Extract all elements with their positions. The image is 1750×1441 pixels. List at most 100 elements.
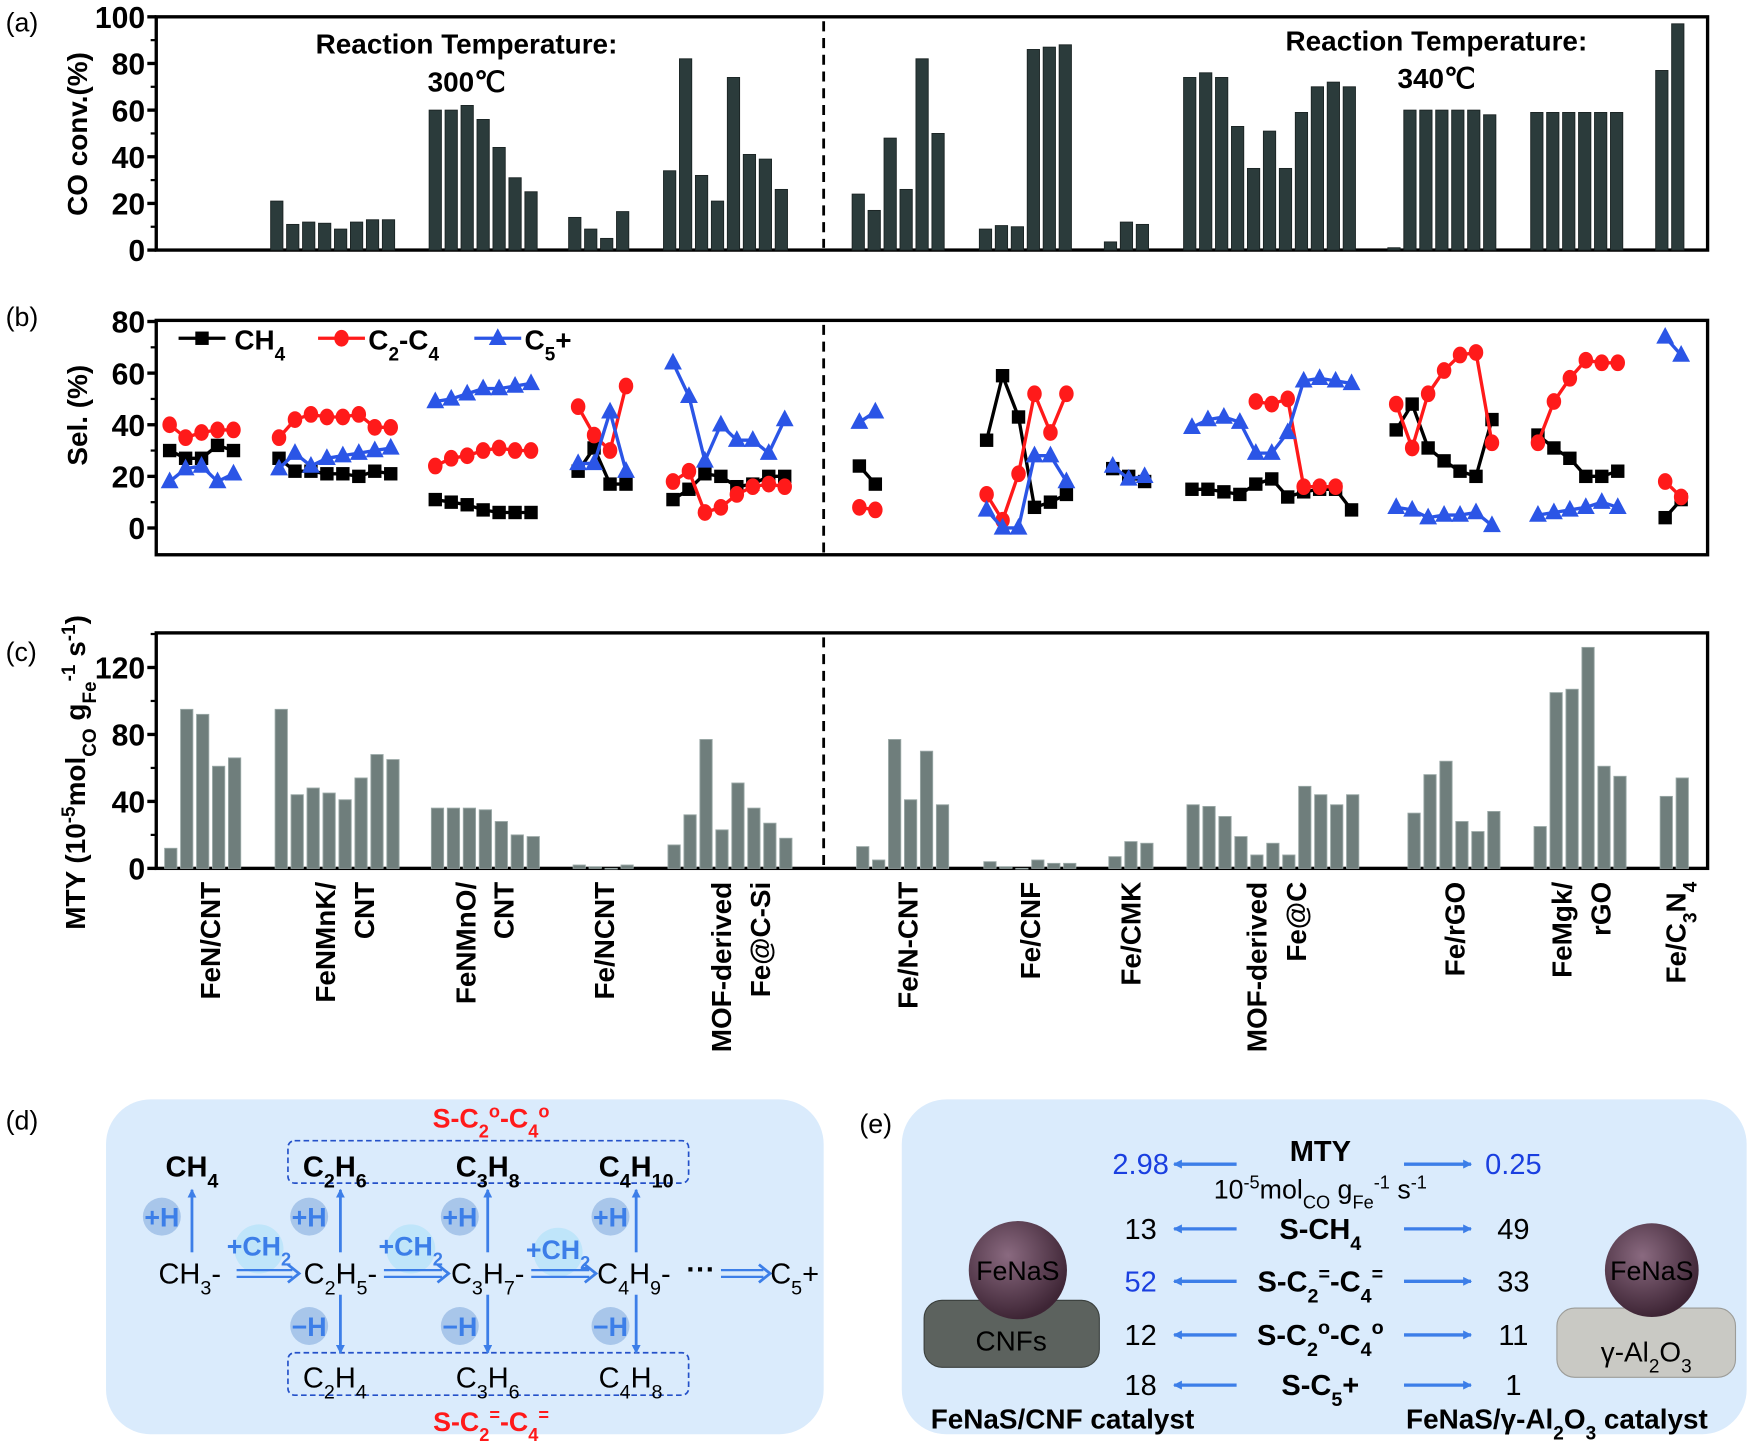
x-category-label: rGO — [1585, 882, 1616, 936]
text-segment: Fe/NCNT — [589, 882, 620, 1000]
data-point-circle — [1578, 351, 1594, 369]
bar — [584, 228, 598, 251]
alkane-formula: CH4 — [166, 1151, 219, 1192]
bar — [1467, 109, 1481, 251]
text-segment: 2 — [281, 1250, 291, 1270]
data-point-triangle — [1025, 445, 1044, 463]
data-point-circle — [1248, 393, 1264, 410]
bar — [1047, 862, 1061, 869]
arrowhead — [758, 1263, 773, 1284]
arrowhead — [583, 1263, 599, 1284]
data-point-circle — [1011, 465, 1026, 483]
data-point-square — [368, 464, 382, 478]
bar — [1435, 109, 1449, 251]
data-point-circle — [979, 486, 994, 503]
bar — [731, 782, 745, 869]
bar — [350, 221, 364, 251]
y-tick-label: 0 — [128, 235, 145, 268]
text-segment: = — [538, 1405, 549, 1425]
data-point-square — [288, 464, 302, 478]
data-point-square — [1469, 469, 1483, 484]
data-point-circle — [303, 406, 319, 423]
x-category-label: FeMgk/ — [1546, 882, 1577, 978]
catalyst-caption: FeNaS/γ-Al2O3 catalyst — [1406, 1404, 1708, 1441]
data-point-square — [1027, 500, 1042, 515]
text-segment: FeNaS/CNF catalyst — [931, 1404, 1195, 1435]
x-category-label: Fe/rGO — [1439, 882, 1470, 977]
data-point-triangle — [727, 430, 746, 447]
data-point-triangle — [270, 458, 288, 476]
bar — [476, 119, 490, 251]
text-segment: H — [631, 1151, 652, 1183]
data-point-circle — [1328, 478, 1343, 496]
data-point-circle — [226, 421, 241, 439]
text-segment: 7 — [504, 1278, 515, 1300]
intermediate-formula: C4H9- — [597, 1259, 671, 1300]
data-point-square — [1059, 487, 1074, 502]
data-point-triangle — [850, 412, 869, 429]
bar — [663, 170, 677, 251]
text-segment: = — [1318, 1263, 1330, 1285]
support-label: CNFs — [976, 1326, 1047, 1357]
data-point-square — [178, 451, 193, 465]
text-segment: 2 — [479, 1425, 489, 1441]
text-segment: 4 — [620, 1381, 631, 1403]
data-point-circle — [162, 416, 177, 434]
bar — [1119, 221, 1134, 251]
data-point-circle — [570, 398, 586, 416]
data-point-circle — [1264, 395, 1280, 413]
text-segment: CH — [234, 324, 274, 355]
data-point-triangle — [617, 461, 635, 478]
bar — [1186, 804, 1200, 869]
bar — [354, 777, 368, 869]
bar — [1202, 805, 1216, 869]
bar — [1278, 167, 1293, 251]
data-point-triangle — [1560, 499, 1579, 517]
bar — [604, 867, 618, 870]
data-point-triangle — [192, 455, 211, 473]
data-point-triangle — [866, 401, 885, 419]
data-point-triangle — [664, 352, 682, 370]
data-point-circle — [1436, 362, 1452, 379]
data-point-triangle — [1451, 505, 1469, 522]
data-point-square — [979, 433, 994, 447]
legend-label: C2-C4 — [368, 324, 439, 365]
text-segment: s — [1390, 1175, 1411, 1205]
text-segment: 3 — [472, 1278, 483, 1300]
bubble — [591, 1306, 630, 1345]
data-point-circle — [729, 486, 745, 503]
data-point-triangle — [1435, 505, 1454, 522]
data-point-triangle — [1326, 370, 1345, 388]
bar — [1562, 112, 1576, 251]
bar — [1010, 226, 1024, 251]
data-point-square — [1579, 469, 1593, 484]
text-segment: FeNaS/γ-Al — [1406, 1404, 1553, 1435]
text-segment: Fe — [1352, 1193, 1373, 1213]
bar — [715, 829, 729, 869]
bar — [1419, 109, 1433, 251]
text-segment: FeMgk/ — [1546, 882, 1577, 978]
bar — [274, 708, 288, 869]
series-line — [578, 405, 628, 472]
bar — [1135, 223, 1149, 251]
product-formula: C5+ — [770, 1259, 819, 1300]
text-segment: 5 — [791, 1278, 802, 1300]
text-segment: 3 — [1680, 912, 1701, 923]
data-point-triangle — [601, 401, 619, 419]
data-point-triangle — [349, 443, 368, 460]
text-segment: 6 — [509, 1381, 520, 1403]
text-segment: C — [599, 1151, 620, 1183]
data-point-triangle — [1230, 412, 1249, 429]
bar — [867, 209, 881, 251]
data-point-circle — [1484, 434, 1500, 452]
data-point-circle — [1562, 369, 1578, 387]
text-segment: CH — [166, 1151, 208, 1183]
text-segment: - — [367, 1259, 377, 1291]
data-point-circle — [459, 447, 475, 465]
bar — [370, 754, 384, 869]
x-category-label: FeNMnK/ — [310, 882, 341, 1003]
data-point-circle — [178, 429, 193, 447]
data-point-triangle — [1576, 497, 1595, 515]
alumina-value: 11 — [1498, 1320, 1528, 1352]
